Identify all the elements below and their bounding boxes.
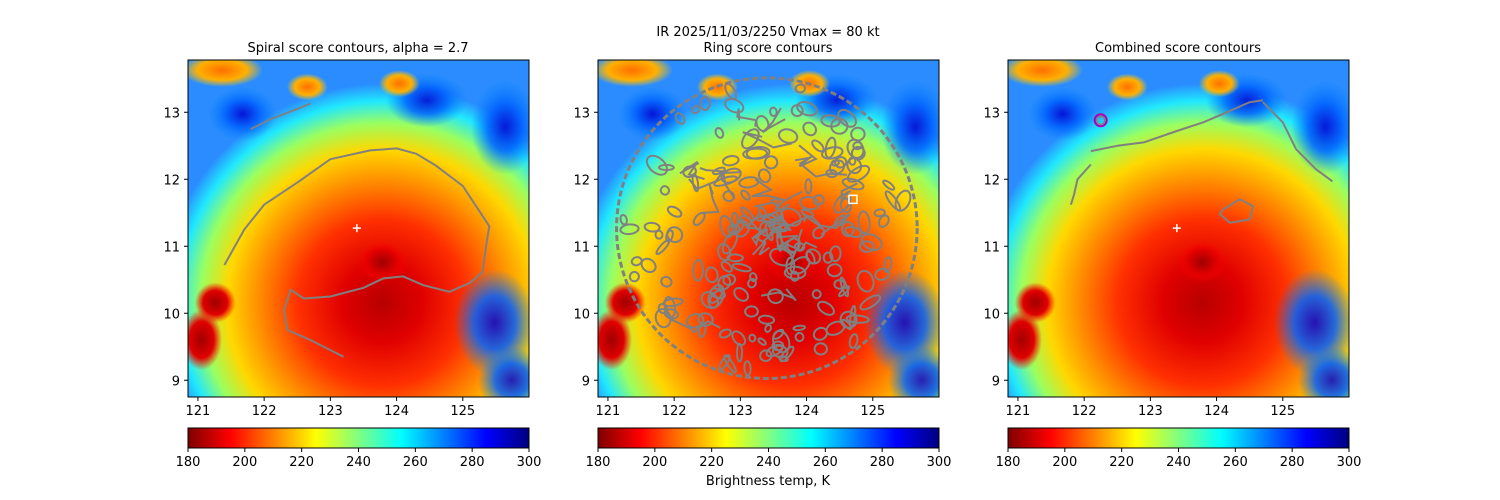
brightness-temp-field <box>1008 60 1349 397</box>
x-tick-label: 125 <box>450 404 475 419</box>
x-tick-label: 125 <box>860 404 885 419</box>
colorbar-tick-label: 280 <box>870 455 895 470</box>
colorbar-tick-label: 260 <box>813 455 838 470</box>
score-contour <box>1069 163 1092 205</box>
x-tick-label: 122 <box>1072 404 1097 419</box>
y-tick-label: 13 <box>163 106 180 121</box>
y-tick-label: 9 <box>582 374 590 389</box>
score-contour <box>1218 198 1254 224</box>
y-tick-label: 11 <box>983 240 1000 255</box>
x-tick-label: 122 <box>662 404 687 419</box>
axes-frame <box>187 59 530 398</box>
panel-spiral-score: Spiral score contours, alpha = 2.7 121 12… <box>163 41 542 470</box>
colorbar: 180 200 220 240 260 280 300 <box>586 427 952 470</box>
x-tick-label: 125 <box>1270 404 1295 419</box>
panel-combined-score: Combined score contours 121 122 123 124 125 9… <box>983 41 1362 470</box>
score-contour <box>250 102 311 130</box>
colorbar-tick-label: 280 <box>460 455 485 470</box>
y-tick-label: 13 <box>983 106 1000 121</box>
colorbar: 180 200 220 240 260 280 300 <box>176 427 542 470</box>
colorbar-tick-label: 200 <box>642 455 667 470</box>
y-tick-label: 10 <box>163 307 180 322</box>
combined-center-marker <box>1093 113 1108 128</box>
x-tick-label: 123 <box>318 404 343 419</box>
y-tick-label: 9 <box>992 374 1000 389</box>
x-tick-label: 124 <box>794 404 819 419</box>
x-tick-label: 121 <box>186 404 211 419</box>
axes-frame <box>597 59 940 398</box>
y-tick-label: 13 <box>573 106 590 121</box>
y-tick-label: 10 <box>983 307 1000 322</box>
colorbar-tick-label: 180 <box>176 455 201 470</box>
panel-title-spiral: Spiral score contours, alpha = 2.7 <box>247 41 468 56</box>
x-tick-label: 121 <box>1006 404 1031 419</box>
colorbar-tick-label: 240 <box>346 455 371 470</box>
y-tick-label: 11 <box>163 240 180 255</box>
figure-suptitle: IR 2025/11/03/2250 Vmax = 80 kt <box>656 25 879 40</box>
score-contour <box>1090 99 1264 153</box>
colorbar-tick-label: 200 <box>1052 455 1077 470</box>
colorbar-label: Brightness temp, K <box>706 474 831 489</box>
colorbar: 180 200 220 240 260 280 300 <box>996 427 1362 470</box>
brightness-temp-field <box>598 60 939 397</box>
x-tick-label: 121 <box>596 404 621 419</box>
x-tick-label: 124 <box>384 404 409 419</box>
colorbar-tick-label: 220 <box>699 455 724 470</box>
colorbar-tick-label: 300 <box>1337 455 1362 470</box>
colorbar-tick-label: 220 <box>1109 455 1134 470</box>
x-tick-label: 123 <box>728 404 753 419</box>
ring-center-marker <box>848 194 858 205</box>
ring-score-contours <box>615 76 919 380</box>
y-tick-label: 10 <box>573 307 590 322</box>
colorbar-tick-label: 260 <box>1223 455 1248 470</box>
x-tick-label: 122 <box>252 404 277 419</box>
y-tick-label: 12 <box>573 173 590 188</box>
panel-title-combined: Combined score contours <box>1095 41 1261 56</box>
y-tick-label: 12 <box>163 173 180 188</box>
colorbar-tick-label: 280 <box>1280 455 1305 470</box>
colorbar-tick-label: 200 <box>232 455 257 470</box>
y-tick-label: 12 <box>983 173 1000 188</box>
colorbar-tick-label: 240 <box>1166 455 1191 470</box>
colorbar-tick-label: 300 <box>517 455 542 470</box>
score-contour <box>223 147 491 358</box>
colorbar-tick-label: 240 <box>756 455 781 470</box>
colorbar-tick-label: 300 <box>927 455 952 470</box>
colorbar-tick-label: 260 <box>403 455 428 470</box>
panel-ring-score: Ring score contours 121 122 123 124 125 9 10 11… <box>573 41 952 470</box>
brightness-temp-field <box>188 60 529 397</box>
y-tick-label: 11 <box>573 240 590 255</box>
center-marker <box>1172 224 1181 233</box>
y-tick-label: 9 <box>172 374 180 389</box>
colorbar-tick-label: 220 <box>289 455 314 470</box>
axes-frame <box>1007 59 1350 398</box>
panel-title-ring: Ring score contours <box>703 41 832 56</box>
x-tick-label: 123 <box>1138 404 1163 419</box>
colorbar-tick-label: 180 <box>586 455 611 470</box>
score-contour <box>1262 101 1333 183</box>
colorbar-tick-label: 180 <box>996 455 1021 470</box>
x-tick-label: 124 <box>1204 404 1229 419</box>
center-marker <box>352 224 361 233</box>
